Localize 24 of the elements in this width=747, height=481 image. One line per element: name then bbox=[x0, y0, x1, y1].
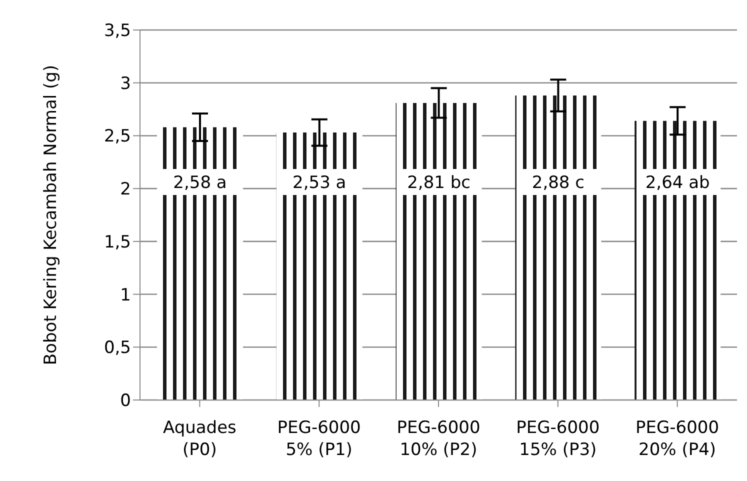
bar bbox=[276, 132, 362, 400]
y-tick-label: 1 bbox=[120, 285, 131, 306]
y-tick-label: 0 bbox=[120, 391, 131, 412]
y-tick-label: 1,5 bbox=[104, 232, 131, 252]
data-label: 2,81 bc bbox=[407, 173, 471, 193]
y-tick-label: 2 bbox=[120, 180, 131, 200]
x-tick-label: PEG-6000 10% (P2) bbox=[396, 418, 480, 460]
y-tick-label: 0,5 bbox=[104, 338, 131, 358]
y-axis-title: Bobot Kering Kecambah Normal (g) bbox=[41, 64, 62, 366]
y-tick-label: 3,5 bbox=[104, 21, 131, 42]
x-tick-label: PEG-6000 5% (P1) bbox=[277, 418, 361, 460]
bar bbox=[396, 102, 482, 400]
y-tick-label: 3 bbox=[120, 74, 131, 94]
x-tick-label: PEG-6000 20% (P4) bbox=[636, 418, 720, 460]
data-label: 2,58 a bbox=[173, 173, 227, 193]
data-label: 2,53 a bbox=[292, 173, 346, 193]
data-label: 2,88 c bbox=[532, 173, 585, 193]
bar bbox=[157, 127, 243, 400]
data-label: 2,64 ab bbox=[645, 173, 710, 193]
x-tick-label: Aquades (P0) bbox=[162, 418, 237, 460]
bar bbox=[634, 120, 721, 400]
bar bbox=[515, 96, 602, 400]
x-tick-label: PEG-6000 15% (P3) bbox=[516, 418, 600, 460]
y-tick-label: 2,5 bbox=[104, 126, 131, 147]
